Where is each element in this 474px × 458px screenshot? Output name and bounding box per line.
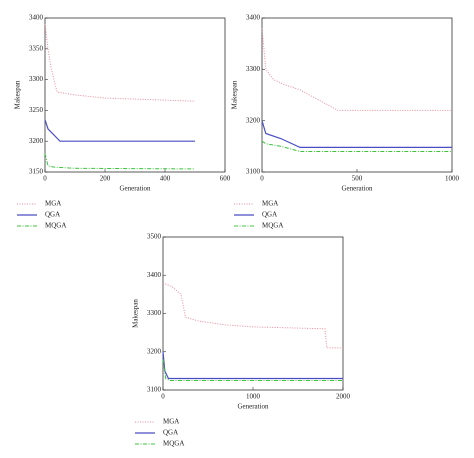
y-tick-label: 3500: [147, 233, 162, 241]
x-tick-label: 600: [220, 175, 231, 183]
legend-label: MGA: [163, 418, 179, 426]
legend-label: MQGA: [262, 222, 283, 230]
x-tick-label: 1000: [445, 175, 460, 183]
y-axis-label: Makespan: [14, 80, 22, 109]
x-tick-label: 500: [352, 175, 363, 183]
x-tick-label: 2000: [336, 393, 351, 401]
legend-label: QGA: [163, 429, 178, 437]
y-tick-label: 3100: [246, 168, 261, 176]
x-tick-label: 0: [43, 175, 47, 183]
y-axis-label: Makespan: [132, 299, 140, 328]
plot-frame: [162, 236, 344, 391]
series-line: [44, 119, 195, 142]
y-tick-label: 3400: [29, 14, 44, 22]
series-line: [261, 28, 452, 111]
series-line: [261, 140, 452, 152]
y-axis-label: Makespan: [231, 80, 239, 109]
plot-frame: [44, 17, 226, 173]
y-tick-label: 3300: [29, 75, 44, 83]
y-tick-label: 3400: [147, 271, 162, 279]
y-tick-label: 3350: [29, 44, 44, 52]
x-tick-label: 0: [260, 175, 264, 183]
x-tick-label: 400: [160, 175, 171, 183]
legend-label: MGA: [45, 200, 61, 208]
series-line: [44, 153, 196, 170]
y-tick-label: 3400: [246, 14, 261, 22]
legend-label: MGA: [262, 200, 278, 208]
legend-label: MQGA: [163, 440, 184, 448]
x-axis-label: Generation: [237, 403, 269, 411]
y-tick-label: 3150: [29, 168, 44, 176]
x-tick-label: 0: [161, 393, 165, 401]
series-line: [261, 120, 452, 148]
y-tick-label: 3300: [147, 309, 162, 317]
x-tick-label: 1000: [246, 393, 261, 401]
y-tick-label: 3250: [29, 106, 44, 114]
series-line: [162, 359, 343, 381]
series-line: [162, 351, 343, 380]
y-tick-label: 3100: [147, 386, 162, 394]
legend-label: QGA: [45, 211, 60, 219]
legend-label: QGA: [262, 211, 277, 219]
series-line: [162, 282, 343, 349]
x-axis-label: Generation: [341, 185, 373, 193]
series-line: [44, 24, 196, 102]
y-tick-label: 3200: [246, 116, 261, 124]
y-tick-label: 3200: [147, 347, 162, 355]
x-tick-label: 200: [100, 175, 111, 183]
y-tick-label: 3300: [246, 65, 261, 73]
x-axis-label: Generation: [119, 185, 151, 193]
y-tick-label: 3200: [29, 137, 44, 145]
legend-label: MQGA: [45, 222, 66, 230]
